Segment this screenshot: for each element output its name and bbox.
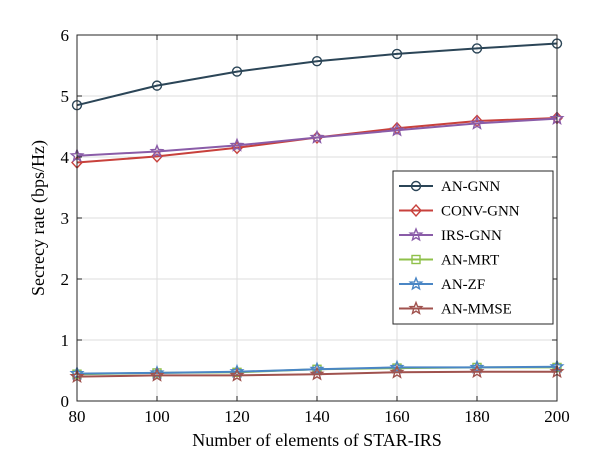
data-point [469,363,485,379]
y-tick-label: 4 [61,148,70,167]
legend-marker [410,180,422,192]
x-tick-label: 140 [304,407,330,426]
legend-label: AN-ZF [441,277,485,293]
data-point [389,364,405,379]
series-line [76,42,558,107]
legend-marker [410,203,422,218]
data-point [309,366,325,381]
data-point [469,359,485,374]
legend-label: AN-GNN [441,179,500,195]
y-tick-label: 3 [61,209,70,228]
y-tick-label: 6 [61,26,70,45]
legend-item: AN-MMSE [399,300,512,318]
data-point [229,367,245,382]
x-tick-label: 160 [384,407,410,426]
series-line [76,117,558,157]
tick-layer: 80 100 120 140 160 180 200 0 1 2 3 4 5 6 [61,26,570,426]
data-point [391,121,403,135]
y-tick-label: 2 [61,270,70,289]
x-tick-label: 100 [144,407,170,426]
legend-label: AN-MRT [441,253,499,269]
series-line [76,370,557,378]
legend-label: CONV-GNN [441,204,520,220]
data-point [229,363,245,379]
legend-marker [408,300,424,315]
series-irs-gnn [69,110,565,163]
data-point [311,56,323,67]
data-point [231,66,243,77]
data-point [149,143,165,158]
series-an-gnn [71,38,563,111]
legend-marker [408,227,424,242]
legend-item: AN-MRT [399,253,499,269]
x-tick-label: 120 [224,407,250,426]
data-point [471,43,483,54]
y-tick-label: 1 [61,331,70,350]
legend-label: AN-MMSE [441,302,512,318]
legend-item: IRS-GNN [399,227,502,244]
data-point [469,115,485,130]
x-tick-label: 180 [464,407,490,426]
y-tick-label: 5 [61,87,70,106]
series-layer [69,38,565,383]
data-point [309,129,325,144]
legend-marker [408,276,424,291]
legend-item: AN-ZF [399,276,485,293]
data-point [151,80,163,91]
x-axis-label: Number of elements of STAR-IRS [192,430,442,450]
x-tick-label: 200 [544,407,570,426]
legend-item: AN-GNN [399,179,500,195]
data-point [389,122,405,137]
data-point [309,361,325,376]
legend-item: CONV-GNN [399,204,520,220]
data-point [391,48,403,60]
data-point [389,359,405,374]
legend: AN-GNN CONV-GNN IRS-GNN AN-MRT AN-ZF AN-MMSE [392,170,554,325]
data-point [149,367,165,382]
legend-marker [411,254,421,265]
y-tick-label: 0 [61,392,70,411]
x-tick-label: 80 [69,407,86,426]
y-axis-label: Secrecy rate (bps/Hz) [28,140,49,296]
legend-label: IRS-GNN [441,228,502,244]
data-point [229,137,245,152]
legend-box [392,170,554,325]
